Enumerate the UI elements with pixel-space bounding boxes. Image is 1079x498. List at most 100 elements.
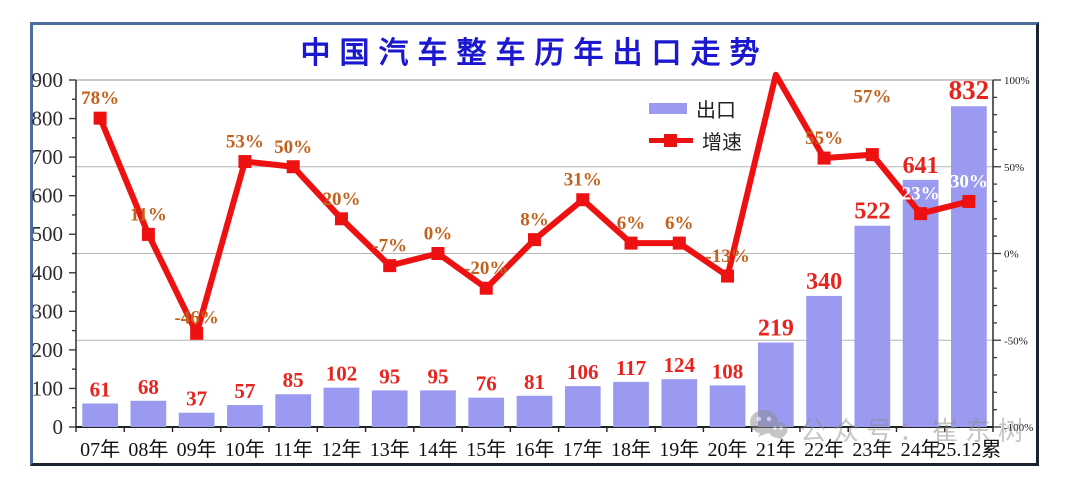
- growth-marker: [576, 193, 590, 207]
- x-axis-category-label: 22年: [804, 438, 844, 461]
- export-bar: [709, 385, 746, 427]
- growth-marker: [238, 155, 252, 169]
- bar-value-label: 832: [949, 75, 990, 105]
- left-axis-tick-label: 800: [32, 107, 64, 131]
- growth-marker: [624, 236, 638, 250]
- growth-marker: [479, 281, 493, 295]
- export-bar: [82, 403, 118, 427]
- bar-value-label: 340: [806, 269, 842, 295]
- right-axis-tick-label: 50%: [1004, 162, 1024, 174]
- growth-marker: [190, 326, 204, 340]
- bar-value-label: 219: [758, 316, 794, 342]
- legend-item-growth: 增速: [649, 126, 742, 155]
- x-axis-category-label: 23年: [852, 438, 892, 461]
- bar-value-label: 37: [186, 387, 207, 411]
- export-bar: [902, 179, 939, 427]
- bar-value-label: 95: [427, 364, 448, 388]
- export-bar: [371, 390, 408, 427]
- growth-marker: [817, 151, 831, 165]
- x-axis-category-label: 09年: [177, 438, 217, 461]
- bar-value-label: 108: [712, 359, 744, 383]
- bar-value-label: 76: [476, 372, 497, 396]
- growth-value-label: 0%: [424, 224, 453, 245]
- left-axis-tick-label: 700: [32, 145, 64, 169]
- export-bar: [951, 106, 987, 428]
- x-axis-category-label: 21年: [756, 438, 796, 461]
- growth-value-label: 8%: [520, 210, 549, 231]
- legend-item-export: 出口: [649, 94, 742, 123]
- bar-value-label: 522: [854, 199, 890, 225]
- x-axis-category-label: 19年: [659, 438, 699, 461]
- right-axis-tick-label: -50%: [1004, 335, 1028, 347]
- growth-marker: [431, 247, 445, 260]
- growth-marker: [721, 269, 735, 283]
- growth-value-label: -20%: [464, 258, 508, 279]
- chart-title: 中国汽车整车历年出口走势: [300, 37, 769, 70]
- wechat-icon: [748, 408, 788, 451]
- legend-export-label: 出口: [696, 100, 736, 122]
- x-axis-category-label: 14年: [418, 438, 458, 461]
- bar-value-label: 117: [616, 356, 646, 380]
- left-axis-tick-label: 600: [32, 184, 64, 208]
- growth-marker: [93, 111, 107, 125]
- export-bar: [806, 295, 842, 427]
- x-axis-category-label: 13年: [370, 438, 410, 461]
- bar-value-label: 641: [903, 153, 939, 179]
- export-bar: [516, 395, 553, 427]
- x-axis-category-label: 15年: [466, 438, 506, 461]
- left-axis-tick-label: 500: [32, 222, 64, 246]
- bar-value-label: 85: [283, 368, 304, 392]
- growth-marker: [334, 212, 348, 226]
- left-axis-tick-label: 400: [32, 261, 64, 285]
- export-bar: [468, 397, 505, 427]
- watermark-text: 公众号：崔东树: [800, 416, 1032, 446]
- bar-value-label: 81: [524, 370, 545, 394]
- growth-marker: [672, 236, 686, 250]
- export-bar: [420, 390, 456, 427]
- bar-value-label: 68: [138, 375, 159, 399]
- x-axis-category-label: 18年: [611, 438, 651, 461]
- growth-value-label: 20%: [322, 189, 360, 210]
- export-bar: [178, 412, 215, 427]
- bar-value-label: 95: [379, 364, 400, 388]
- x-axis-category-label: 24年: [901, 438, 941, 461]
- growth-value-label: -13%: [705, 246, 749, 267]
- x-axis-category-label: 20年: [708, 438, 748, 461]
- export-bar: [275, 394, 312, 427]
- growth-value-label: 31%: [564, 170, 602, 191]
- x-axis-category-label: 10年: [225, 438, 265, 461]
- growth-marker: [383, 259, 397, 273]
- growth-value-label: 78%: [81, 88, 119, 109]
- growth-value-label: 53%: [226, 132, 264, 153]
- x-axis-category-label: 16年: [515, 438, 555, 461]
- left-axis-tick-label: 900: [32, 68, 64, 92]
- x-axis-category-label: 12年: [321, 438, 361, 461]
- x-axis-category-label: 17年: [563, 438, 603, 461]
- watermark: 公众号：崔东树: [748, 408, 1031, 451]
- export-bar: [661, 379, 698, 427]
- bar-value-label: 124: [664, 353, 696, 377]
- growth-value-label: 57%: [853, 87, 891, 108]
- left-axis-tick-label: 100: [32, 376, 64, 400]
- growth-value-label: 11%: [130, 204, 167, 225]
- growth-marker: [528, 233, 541, 247]
- export-bar: [130, 400, 167, 427]
- growth-marker: [286, 160, 300, 174]
- growth-value-label: 55%: [805, 128, 843, 149]
- right-axis-tick-label: 0%: [1004, 249, 1019, 261]
- growth-marker: [865, 148, 879, 162]
- right-axis-tick-label: 100%: [1004, 75, 1030, 87]
- export-bar: [227, 405, 263, 427]
- left-axis-tick-label: 200: [32, 338, 64, 362]
- export-bar: [323, 387, 360, 427]
- x-axis-category-label: 08年: [128, 438, 168, 461]
- bar-value-label: 102: [326, 362, 358, 386]
- growth-value-label: 50%: [274, 137, 312, 158]
- right-axis-tick-label: -100%: [1004, 422, 1033, 434]
- legend: 出口 增速: [649, 94, 742, 155]
- x-axis-category-label: 25.12累: [936, 439, 1001, 461]
- left-axis-tick-label: 0: [53, 415, 64, 439]
- export-bar: [854, 225, 891, 427]
- bar-value-label: 106: [567, 360, 599, 384]
